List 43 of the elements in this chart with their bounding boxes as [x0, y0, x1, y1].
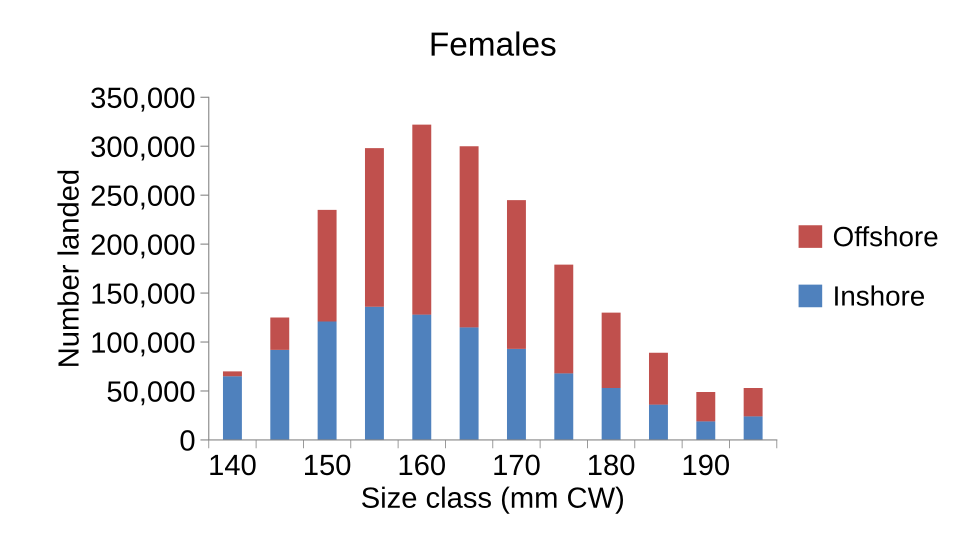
- legend-label: Offshore: [834, 226, 938, 246]
- x-tick-label: 190: [684, 454, 729, 476]
- x-axis-title: Size class (mm CW): [362, 486, 624, 514]
- bar: [696, 392, 716, 422]
- x-tick-label: 140: [210, 454, 256, 476]
- bar: [412, 314, 432, 440]
- bar: [648, 404, 668, 440]
- bar: [602, 388, 621, 440]
- bar: [364, 148, 384, 307]
- bar: [696, 421, 716, 440]
- bar: [460, 146, 479, 328]
- bar: [460, 327, 479, 440]
- bar: [744, 416, 763, 440]
- y-tick-label: 150,000: [92, 283, 194, 308]
- bar: [270, 350, 290, 440]
- x-tick-label: 160: [400, 454, 445, 476]
- bar: [364, 306, 384, 440]
- bar: [222, 371, 242, 376]
- bar: [554, 264, 574, 374]
- bar: [222, 376, 242, 440]
- bar: [506, 200, 526, 349]
- y-tick-label: 100,000: [92, 332, 194, 356]
- bar: [744, 388, 763, 416]
- y-axis-title: Number landed: [57, 170, 79, 366]
- y-tick-label: 0: [180, 430, 194, 451]
- y-tick-label: 350,000: [91, 87, 194, 112]
- y-tick-label: 300,000: [91, 136, 194, 161]
- chart-title: Females: [432, 31, 556, 56]
- y-tick-label: 200,000: [92, 234, 194, 258]
- y-tick-label: 250,000: [92, 185, 194, 210]
- bar: [412, 124, 432, 315]
- legend-label: Inshore: [835, 285, 924, 306]
- x-tick-label: 180: [589, 454, 634, 476]
- x-tick-label: 170: [494, 454, 540, 476]
- bar: [270, 318, 290, 350]
- y-tick-label: 50,000: [108, 381, 194, 406]
- bar: [648, 352, 668, 405]
- bar: [506, 348, 526, 440]
- bar: [318, 210, 337, 322]
- x-tick-label: 150: [305, 454, 350, 476]
- bar: [554, 373, 574, 440]
- bar: [318, 321, 337, 440]
- bar: [602, 312, 621, 388]
